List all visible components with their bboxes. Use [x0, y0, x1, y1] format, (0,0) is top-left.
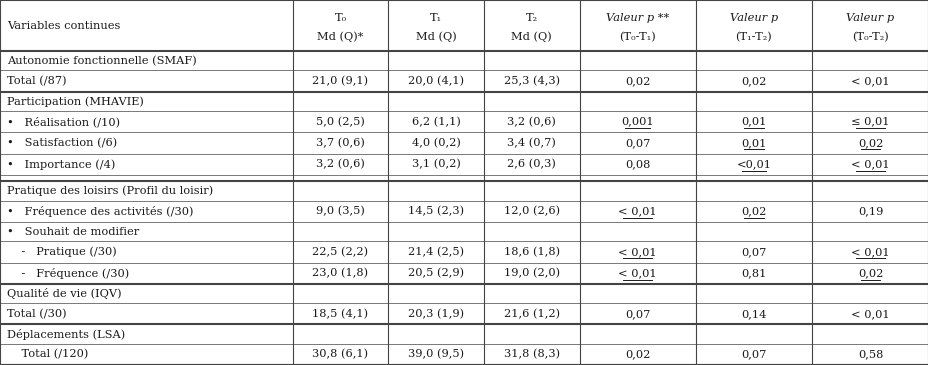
Text: 0,02: 0,02 [741, 206, 766, 216]
Text: 9,0 (3,5): 9,0 (3,5) [316, 206, 365, 216]
Text: 0,02: 0,02 [625, 76, 650, 86]
Text: Valeur p: Valeur p [729, 13, 777, 23]
Text: 25,3 (4,3): 25,3 (4,3) [503, 76, 560, 86]
Text: 0,01: 0,01 [741, 138, 766, 148]
Text: 0,02: 0,02 [857, 268, 883, 278]
Text: 20,3 (1,9): 20,3 (1,9) [407, 308, 464, 319]
Text: 23,0 (1,8): 23,0 (1,8) [312, 268, 368, 278]
Text: 12,0 (2,6): 12,0 (2,6) [503, 206, 560, 216]
Text: Participation (MHAVIE): Participation (MHAVIE) [7, 96, 144, 107]
Text: 6,2 (1,1): 6,2 (1,1) [411, 116, 460, 127]
Text: < 0,01: < 0,01 [850, 76, 889, 86]
Text: T₂: T₂ [525, 13, 537, 23]
Text: 5,0 (2,5): 5,0 (2,5) [316, 116, 365, 127]
Text: 0,14: 0,14 [741, 309, 766, 319]
Text: (T₀-T₂): (T₀-T₂) [851, 32, 888, 42]
Text: 0,07: 0,07 [625, 309, 650, 319]
Text: 18,5 (4,1): 18,5 (4,1) [312, 308, 368, 319]
Text: 21,6 (1,2): 21,6 (1,2) [503, 308, 560, 319]
Text: T₁: T₁ [430, 13, 442, 23]
Text: < 0,01: < 0,01 [850, 247, 889, 257]
Text: < 0,01: < 0,01 [618, 268, 656, 278]
Text: 30,8 (6,1): 30,8 (6,1) [312, 349, 368, 360]
Text: 0,81: 0,81 [741, 268, 766, 278]
Text: •   Satisfaction (/6): • Satisfaction (/6) [7, 138, 118, 148]
Text: •   Réalisation (/10): • Réalisation (/10) [7, 116, 121, 127]
Text: < 0,01: < 0,01 [850, 309, 889, 319]
Text: 3,4 (0,7): 3,4 (0,7) [507, 138, 556, 148]
Text: Md (Q): Md (Q) [511, 31, 551, 42]
Text: Déplacements (LSA): Déplacements (LSA) [7, 328, 125, 339]
Text: < 0,01: < 0,01 [618, 247, 656, 257]
Text: -   Pratique (/30): - Pratique (/30) [7, 246, 117, 257]
Text: 18,6 (1,8): 18,6 (1,8) [503, 247, 560, 257]
Text: (T₀-T₁): (T₀-T₁) [619, 32, 655, 42]
Text: 0,02: 0,02 [857, 138, 883, 148]
Text: 3,1 (0,2): 3,1 (0,2) [411, 159, 460, 169]
Text: 21,4 (2,5): 21,4 (2,5) [407, 247, 464, 257]
Text: 0,02: 0,02 [625, 349, 650, 359]
Text: 2,6 (0,3): 2,6 (0,3) [507, 159, 556, 169]
Text: Autonomie fonctionnelle (SMAF): Autonomie fonctionnelle (SMAF) [7, 55, 197, 66]
Text: 21,0 (9,1): 21,0 (9,1) [312, 76, 368, 86]
Text: 3,7 (0,6): 3,7 (0,6) [316, 138, 365, 148]
Text: 22,5 (2,2): 22,5 (2,2) [312, 247, 368, 257]
Text: Total (/30): Total (/30) [7, 308, 67, 319]
Text: 31,8 (8,3): 31,8 (8,3) [503, 349, 560, 360]
Text: 3,2 (0,6): 3,2 (0,6) [316, 159, 365, 169]
Text: 0,07: 0,07 [625, 138, 650, 148]
Text: 0,08: 0,08 [625, 159, 650, 169]
Text: -   Fréquence (/30): - Fréquence (/30) [7, 268, 130, 279]
Text: Variables continues: Variables continues [7, 20, 121, 31]
Text: Total (/87): Total (/87) [7, 76, 67, 86]
Text: •   Importance (/4): • Importance (/4) [7, 159, 116, 170]
Text: Valeur p: Valeur p [845, 13, 894, 23]
Text: Md (Q): Md (Q) [416, 31, 456, 42]
Text: Md (Q)*: Md (Q)* [317, 31, 363, 42]
Text: 0,19: 0,19 [857, 206, 883, 216]
Text: < 0,01: < 0,01 [850, 159, 889, 169]
Text: 4,0 (0,2): 4,0 (0,2) [411, 138, 460, 148]
Text: 3,2 (0,6): 3,2 (0,6) [507, 116, 556, 127]
Text: Valeur p **: Valeur p ** [605, 13, 669, 23]
Text: < 0,01: < 0,01 [618, 206, 656, 216]
Text: ≤ 0,01: ≤ 0,01 [850, 116, 889, 127]
Text: Qualité de vie (IQV): Qualité de vie (IQV) [7, 288, 122, 299]
Text: (T₁-T₂): (T₁-T₂) [735, 32, 771, 42]
Text: 0,001: 0,001 [621, 116, 653, 127]
Text: 0,02: 0,02 [741, 76, 766, 86]
Text: •   Fréquence des activités (/30): • Fréquence des activités (/30) [7, 206, 194, 217]
Text: <0,01: <0,01 [736, 159, 770, 169]
Text: T₀: T₀ [334, 13, 346, 23]
Text: Total (/120): Total (/120) [7, 349, 89, 360]
Text: 19,0 (2,0): 19,0 (2,0) [503, 268, 560, 278]
Text: 0,07: 0,07 [741, 349, 766, 359]
Text: 14,5 (2,3): 14,5 (2,3) [407, 206, 464, 216]
Text: •   Souhait de modifier: • Souhait de modifier [7, 227, 139, 237]
Text: 0,58: 0,58 [857, 349, 883, 359]
Text: Pratique des loisirs (Profil du loisir): Pratique des loisirs (Profil du loisir) [7, 186, 213, 196]
Text: 20,5 (2,9): 20,5 (2,9) [407, 268, 464, 278]
Text: 39,0 (9,5): 39,0 (9,5) [407, 349, 464, 360]
Text: 0,01: 0,01 [741, 116, 766, 127]
Text: 0,07: 0,07 [741, 247, 766, 257]
Text: 20,0 (4,1): 20,0 (4,1) [407, 76, 464, 86]
